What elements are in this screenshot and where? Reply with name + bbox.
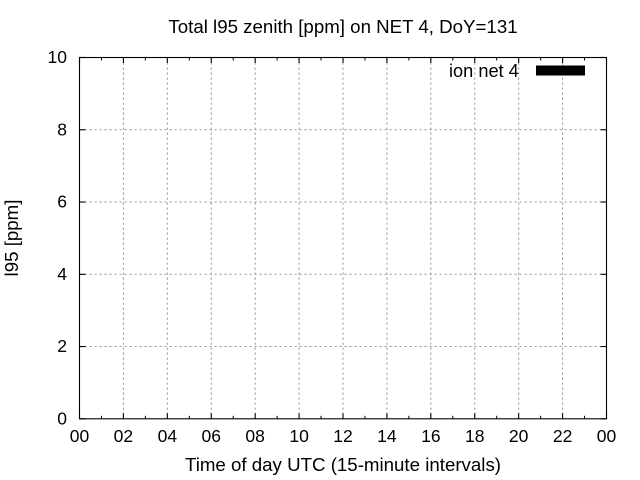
svg-text:20: 20 <box>509 426 529 446</box>
svg-text:06: 06 <box>202 426 221 446</box>
svg-text:22: 22 <box>553 426 572 446</box>
svg-text:00: 00 <box>597 426 617 446</box>
svg-text:14: 14 <box>377 426 397 446</box>
svg-text:12: 12 <box>333 426 352 446</box>
svg-text:0: 0 <box>57 409 67 429</box>
svg-text:Total l95 zenith [ppm] on NET: Total l95 zenith [ppm] on NET 4, DoY=131 <box>168 16 517 37</box>
svg-text:Time of day UTC (15-minute int: Time of day UTC (15-minute intervals) <box>185 454 501 475</box>
svg-text:ion net 4: ion net 4 <box>449 61 519 81</box>
svg-text:10: 10 <box>48 47 68 67</box>
svg-text:8: 8 <box>57 119 67 139</box>
svg-text:04: 04 <box>158 426 178 446</box>
svg-text:2: 2 <box>57 336 67 356</box>
svg-text:16: 16 <box>421 426 440 446</box>
svg-text:02: 02 <box>114 426 133 446</box>
svg-text:l95 [ppm]: l95 [ppm] <box>1 200 22 277</box>
svg-text:08: 08 <box>245 426 264 446</box>
svg-text:18: 18 <box>465 426 484 446</box>
svg-text:00: 00 <box>70 426 90 446</box>
svg-text:6: 6 <box>57 192 67 212</box>
svg-text:4: 4 <box>57 264 67 284</box>
svg-text:10: 10 <box>289 426 309 446</box>
